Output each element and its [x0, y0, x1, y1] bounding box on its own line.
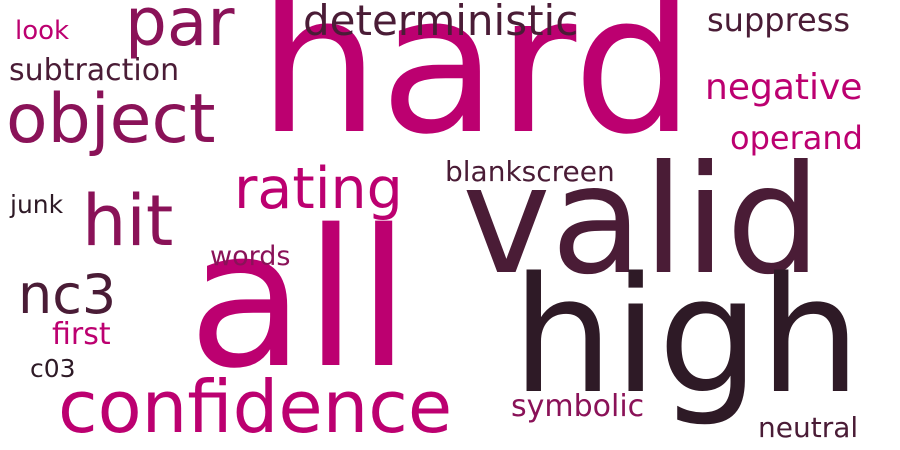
word-junk: junk — [10, 190, 64, 219]
word-words: words — [210, 241, 291, 272]
word-symbolic: symbolic — [511, 389, 645, 424]
word-look: look — [15, 16, 70, 46]
word-all: all — [188, 189, 411, 410]
word-confidence: confidence — [58, 365, 453, 449]
word-hard: hard — [258, 0, 695, 177]
word-negative: negative — [705, 67, 863, 108]
word-subtraction: subtraction — [9, 53, 180, 88]
word-high: high — [512, 242, 861, 429]
word-par: par — [125, 0, 235, 61]
word-blankscreen: blankscreen — [445, 155, 615, 188]
word-object: object — [6, 80, 216, 159]
word-first: first — [52, 317, 111, 352]
word-hit: hit — [82, 180, 174, 262]
word-rating: rating — [234, 156, 403, 222]
word-neutral: neutral — [758, 411, 859, 444]
word-operand: operand — [730, 119, 863, 157]
word-valid: valid — [462, 134, 822, 308]
word-deterministic: deterministic — [303, 0, 579, 45]
word-suppress: suppress — [707, 1, 851, 39]
word-c03: c03 — [30, 354, 76, 383]
word-nc3: nc3 — [18, 263, 117, 326]
